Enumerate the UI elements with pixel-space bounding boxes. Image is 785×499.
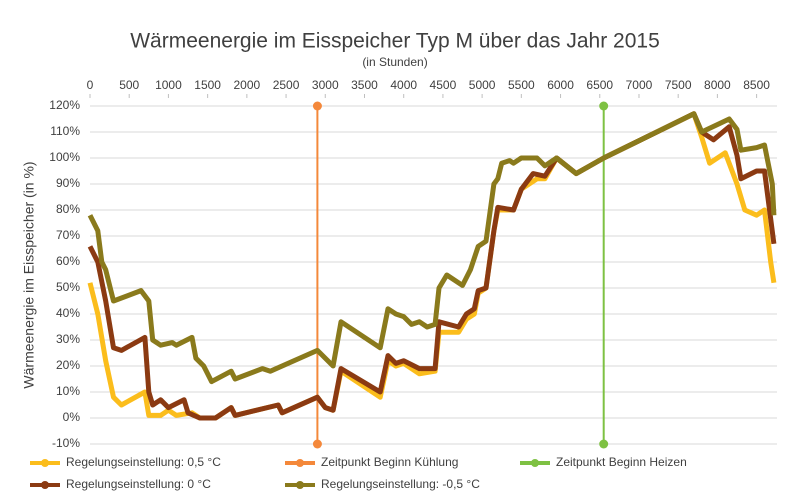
legend-marker bbox=[41, 459, 49, 467]
legend-marker bbox=[296, 481, 304, 489]
legend-marker bbox=[531, 459, 539, 467]
legend-label: Regelungseinstellung: 0 °C bbox=[66, 477, 211, 491]
y-axis-label: Wärmeenergie im Eisspeicher (in %) bbox=[21, 161, 37, 388]
y-tick-label: 120% bbox=[49, 98, 80, 112]
y-tick-label: 30% bbox=[56, 332, 80, 346]
legend-label: Zeitpunkt Beginn Heizen bbox=[556, 455, 687, 469]
x-tick-label: 4500 bbox=[430, 78, 457, 92]
legend-item: Regelungseinstellung: -0,5 °C bbox=[285, 477, 480, 491]
y-tick-label: 40% bbox=[56, 306, 80, 320]
x-tick-label: 2000 bbox=[233, 78, 260, 92]
x-tick-label: 2500 bbox=[273, 78, 300, 92]
x-tick-label: 4000 bbox=[390, 78, 417, 92]
x-tick-label: 7000 bbox=[626, 78, 653, 92]
x-tick-label: 0 bbox=[87, 78, 94, 92]
x-tick-label: 8000 bbox=[704, 78, 731, 92]
y-tick-label: 60% bbox=[56, 254, 80, 268]
y-tick-label: 20% bbox=[56, 358, 80, 372]
x-tick-label: 500 bbox=[119, 78, 139, 92]
series-line bbox=[87, 111, 777, 421]
x-tick-label: 1000 bbox=[155, 78, 182, 92]
legend-item: Zeitpunkt Beginn Kühlung bbox=[285, 455, 458, 469]
x-tick-label: 3000 bbox=[312, 78, 339, 92]
y-tick-label: 0% bbox=[63, 410, 81, 424]
legend-label: Regelungseinstellung: -0,5 °C bbox=[321, 477, 480, 491]
marker-point bbox=[599, 439, 609, 449]
chart-subtitle: (in Stunden) bbox=[362, 55, 427, 69]
marker-point bbox=[312, 439, 322, 449]
x-tick-label: 1500 bbox=[194, 78, 221, 92]
legend-label: Zeitpunkt Beginn Kühlung bbox=[321, 455, 458, 469]
y-tick-label: -10% bbox=[52, 436, 80, 450]
x-tick-label: 6000 bbox=[547, 78, 574, 92]
y-tick-label: 70% bbox=[56, 228, 80, 242]
x-tick-label: 5500 bbox=[508, 78, 535, 92]
chart-title: Wärmeenergie im Eisspeicher Typ M über d… bbox=[130, 30, 660, 53]
x-tick-label: 3500 bbox=[351, 78, 378, 92]
legend-item: Regelungseinstellung: 0 °C bbox=[30, 477, 211, 491]
legend-item: Zeitpunkt Beginn Heizen bbox=[520, 455, 687, 469]
y-tick-label: 110% bbox=[50, 124, 80, 138]
series-line bbox=[87, 111, 777, 385]
x-tick-label: 7500 bbox=[665, 78, 692, 92]
legend-marker bbox=[41, 481, 49, 489]
y-tick-label: 50% bbox=[56, 280, 80, 294]
y-tick-label: 90% bbox=[56, 176, 80, 190]
x-tick-label: 5000 bbox=[469, 78, 496, 92]
y-tick-label: 80% bbox=[56, 202, 80, 216]
legend-marker bbox=[296, 459, 304, 467]
y-tick-label: 10% bbox=[56, 384, 80, 398]
marker-point bbox=[312, 101, 322, 111]
marker-point bbox=[599, 101, 609, 111]
y-tick-label: 100% bbox=[49, 150, 80, 164]
x-tick-label: 8500 bbox=[743, 78, 770, 92]
legend-label: Regelungseinstellung: 0,5 °C bbox=[66, 455, 221, 469]
legend-item: Regelungseinstellung: 0,5 °C bbox=[30, 455, 221, 469]
x-tick-label: 6500 bbox=[586, 78, 613, 92]
